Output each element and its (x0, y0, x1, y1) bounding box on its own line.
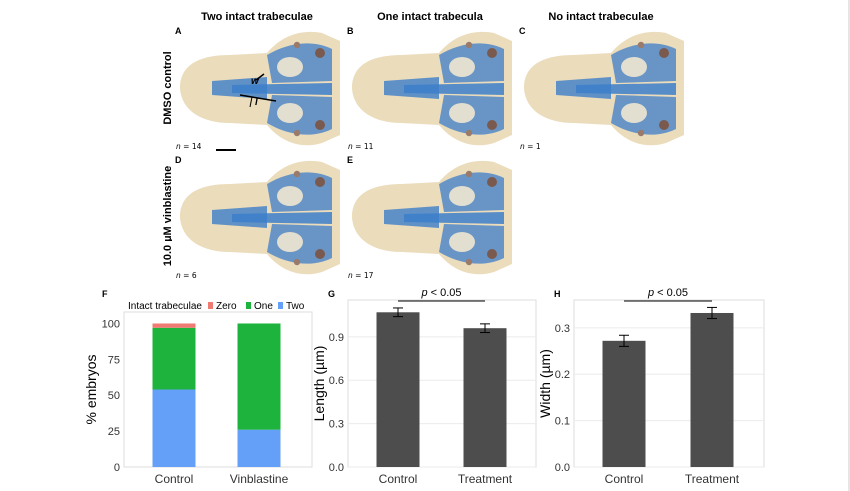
y-tick-label: 0.1 (555, 416, 570, 428)
skull-image (352, 31, 512, 146)
sample-size: n = 6 (176, 271, 197, 280)
legend-swatch-two (278, 302, 283, 309)
column-header-one-intact: One intact trabecula (377, 11, 483, 23)
sample-size: n = 14 (176, 142, 202, 151)
panel-label: E (347, 155, 354, 165)
x-tick-label: Treatment (458, 472, 513, 486)
x-tick-label: Control (605, 472, 644, 486)
y-tick-label: 100 (102, 318, 120, 330)
image-panel-e: E n = 17 (344, 154, 515, 282)
sample-size: n = 17 (348, 271, 374, 280)
chart-letter: G (328, 289, 335, 299)
bar-segment-one (152, 327, 196, 390)
skull-image (180, 160, 340, 275)
bar (602, 340, 646, 467)
y-tick-label: 25 (108, 426, 120, 438)
y-tick-label: 0.3 (329, 419, 344, 431)
y-tick-label: 75 (108, 354, 120, 366)
column-header-two-intact: Two intact trabeculae (201, 11, 313, 23)
bar (376, 312, 420, 467)
image-panel-b: B n = 11 (344, 25, 515, 153)
y-axis-label: % embryos (83, 354, 99, 424)
skull-image (352, 160, 512, 275)
x-tick-label: Control (155, 472, 194, 486)
panel-label: D (175, 155, 182, 165)
legend-label-zero: Zero (216, 301, 237, 312)
bar (463, 328, 507, 467)
measurement-lines (239, 73, 277, 108)
y-tick-label: 0 (114, 462, 120, 474)
panel-label: C (519, 26, 526, 36)
bar (690, 312, 734, 467)
page-edge-divider (848, 0, 850, 491)
sample-size: n = 11 (348, 142, 374, 151)
panel-label: B (347, 26, 354, 36)
image-panel-c: C n = 1 (516, 25, 686, 153)
bar-segment-zero (152, 323, 196, 328)
length-annotation: l (255, 97, 258, 108)
column-header-no-intact: No intact trabeculae (548, 11, 654, 23)
sample-size: n = 1 (520, 142, 541, 151)
image-panel-d: D n = 6 (172, 154, 342, 282)
y-tick-label: 0.2 (555, 369, 570, 381)
bar-segment-two (152, 389, 196, 467)
plot-area (347, 299, 537, 468)
skull-image (524, 31, 684, 146)
legend-label-one: One (254, 301, 273, 312)
significance-label: p < 0.05 (647, 287, 688, 299)
legend-label-two: Two (286, 301, 305, 312)
chart-letter: F (102, 289, 108, 299)
image-panel-a: A w l n = 14 (172, 25, 342, 153)
x-tick-label: Control (379, 472, 418, 486)
y-tick-label: 0.0 (555, 462, 570, 474)
bar-segment-two (237, 429, 281, 467)
plot-area (123, 311, 313, 468)
legend-swatch-zero (208, 302, 213, 309)
legend-swatch-one (246, 302, 251, 309)
x-tick-label: Vinblastine (230, 472, 289, 486)
x-tick-label: Treatment (685, 472, 740, 486)
width-annotation: w (251, 76, 259, 87)
chart-h-width: H 0.0 0.1 0.2 0.3 Width (µm) Control Treatment p… (537, 287, 765, 486)
scale-bar (216, 149, 236, 151)
y-axis-label: Length (µm) (311, 346, 327, 422)
panel-label: A (175, 26, 182, 36)
chart-f-trabeculae: F Intact trabeculae Zero One Two 0 25 50 75 100 % … (83, 289, 313, 486)
y-tick-label: 0.9 (329, 332, 344, 344)
y-tick-label: 0.6 (329, 375, 344, 387)
bar-segment-one (237, 323, 281, 430)
significance-label: p < 0.05 (420, 287, 461, 299)
y-tick-label: 0.0 (329, 462, 344, 474)
chart-letter: H (554, 289, 561, 299)
y-axis-label: Width (µm) (537, 349, 553, 418)
y-tick-label: 50 (108, 390, 120, 402)
y-tick-label: 0.3 (555, 323, 570, 335)
legend-title: Intact trabeculae (128, 301, 202, 312)
